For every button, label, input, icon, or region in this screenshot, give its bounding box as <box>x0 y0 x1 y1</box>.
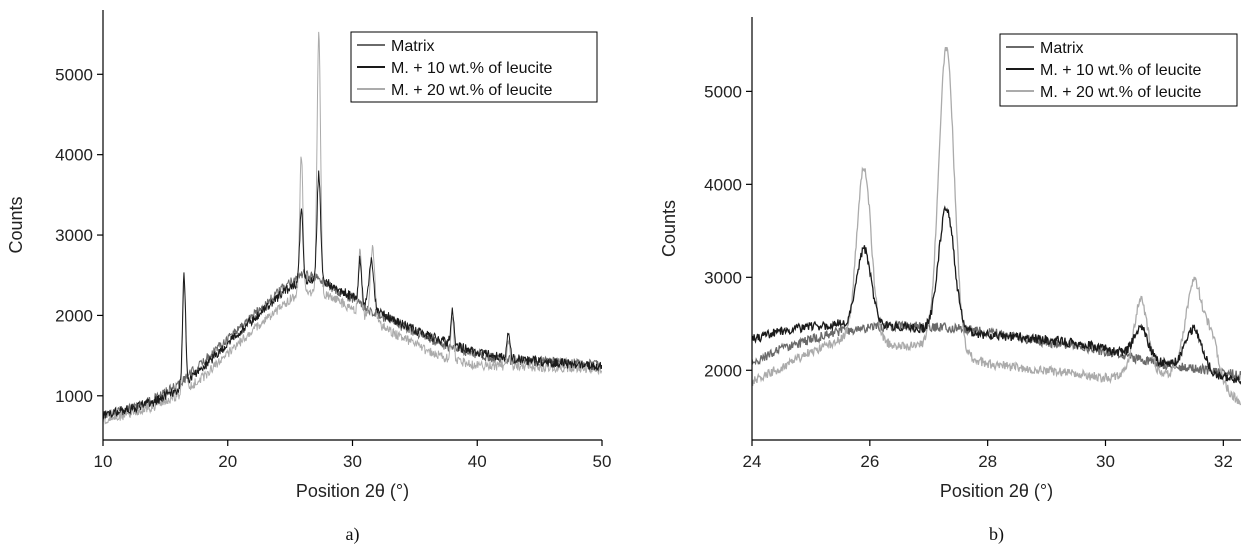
legend-label: M. + 20 wt.% of leucite <box>391 82 553 99</box>
x-tick-label: 26 <box>860 452 879 471</box>
legend: Matrix M. + 10 wt.% of leucite M. + 20 wt.… <box>350 31 598 103</box>
legend-label: Matrix <box>1040 40 1084 57</box>
x-tick-label: 20 <box>218 452 237 471</box>
legend-box <box>350 31 598 103</box>
y-tick-label: 2000 <box>704 361 742 380</box>
series-line-matrix <box>103 268 602 420</box>
x-tick-label: 30 <box>1096 452 1115 471</box>
x-tick-label: 50 <box>593 452 612 471</box>
y-tick-label: 5000 <box>55 65 93 84</box>
x-tick-label: 28 <box>978 452 997 471</box>
legend-label: M. + 10 wt.% of leucite <box>1040 62 1202 79</box>
y-tick-label: 4000 <box>55 146 93 165</box>
y-tick-label: 1000 <box>55 387 93 406</box>
legend: Matrix M. + 10 wt.% of leucite M. + 20 wt.… <box>999 33 1238 107</box>
legend-box <box>999 33 1238 107</box>
x-tick-label: 40 <box>468 452 487 471</box>
y-tick-label: 3000 <box>55 226 93 245</box>
y-axis-title: Counts <box>659 200 679 257</box>
legend-label: M. + 10 wt.% of leucite <box>391 60 553 77</box>
chart-panel-1: 10 20 30 40 50 1000 2000 3000 4000 5000 Position 2… <box>6 10 611 545</box>
y-tick-label: 5000 <box>704 82 742 101</box>
panel-label: b) <box>989 524 1004 545</box>
y-tick-label: 3000 <box>704 268 742 287</box>
x-tick-label: 32 <box>1214 452 1233 471</box>
legend-label: M. + 20 wt.% of leucite <box>1040 84 1202 101</box>
legend-label: Matrix <box>391 38 435 55</box>
panel-label: a) <box>346 524 360 545</box>
x-axis-title: Position 2θ (°) <box>296 481 409 501</box>
x-axis-title: Position 2θ (°) <box>940 481 1053 501</box>
x-tick-label: 30 <box>343 452 362 471</box>
y-tick-label: 4000 <box>704 175 742 194</box>
y-axis-title: Counts <box>6 196 26 253</box>
x-tick-label: 10 <box>94 452 113 471</box>
series-line-10-wt-leucite <box>752 205 1241 385</box>
series-line-10-wt-leucite <box>103 170 602 420</box>
chart-panel-2: 24 26 28 30 32 2000 3000 4000 5000 Position 2θ (°… <box>659 17 1241 545</box>
series-line-20-wt-leucite <box>752 46 1241 406</box>
series-line-matrix <box>752 320 1241 382</box>
x-tick-label: 24 <box>743 452 762 471</box>
y-tick-label: 2000 <box>55 306 93 325</box>
